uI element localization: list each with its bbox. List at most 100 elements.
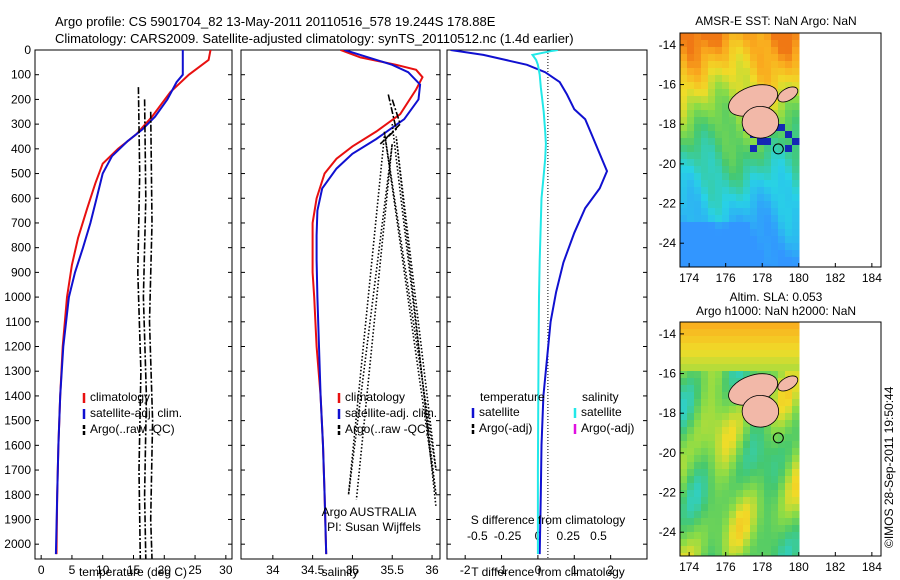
sst-map-cell <box>715 194 723 202</box>
sst-map-cell <box>708 208 716 216</box>
sla-map-cell <box>715 553 723 556</box>
sla-map-cell <box>792 343 800 351</box>
sla-map-cell <box>708 497 716 505</box>
sst-map-cell <box>764 180 772 188</box>
sla-map-cell <box>771 532 779 540</box>
sla-map-cell <box>750 539 758 547</box>
sla-map-cell <box>694 490 702 498</box>
difference-series-0 <box>450 50 609 555</box>
sla-map-cell <box>708 525 716 533</box>
sst-map-cell <box>715 117 723 125</box>
sla-map-cell <box>729 511 737 519</box>
sla-map-cell <box>792 525 800 533</box>
sst-map-cell <box>729 145 737 153</box>
sst-map-cell <box>771 229 779 237</box>
sst-map-cell <box>757 243 765 251</box>
sst-map-cell <box>715 166 723 174</box>
sla-map-cell <box>736 364 744 372</box>
sst-map-cell <box>729 152 737 160</box>
sla-map-cell <box>785 399 793 407</box>
sst-map-cell <box>743 82 751 90</box>
difference-xtick-label: 1 <box>571 563 578 577</box>
sst-map-cell <box>729 82 737 90</box>
sla-map-cell <box>694 364 702 372</box>
sla-map-cell <box>757 497 765 505</box>
sst-map-cell <box>722 61 730 69</box>
sla-map-cell <box>743 364 751 372</box>
sst-map-cell <box>729 166 737 174</box>
sst-map-cell <box>764 215 772 223</box>
sla-map-cell <box>694 462 702 470</box>
sla-map-cell <box>715 357 723 365</box>
sla-map-cell <box>750 546 758 554</box>
sst-map-cell <box>715 159 723 167</box>
temperature-ticks: 0 5 10 15 20 25 300100200300400500600700800900… <box>4 43 233 577</box>
sst-map-cell <box>722 145 730 153</box>
sla-map-xtick-label: 174 <box>679 560 699 574</box>
sst-map-cell <box>708 40 716 48</box>
sst-map-cell <box>736 257 744 265</box>
sla-map-cell <box>687 427 695 435</box>
sla-map-cell <box>708 448 716 456</box>
sla-map-cell <box>757 350 765 358</box>
temperature-xtick-label: 0 <box>38 563 45 577</box>
sla-map-cell <box>792 448 800 456</box>
sst-map-cell <box>722 96 730 104</box>
sla-map-cell <box>757 455 765 463</box>
sst-map-cell <box>792 47 800 55</box>
sla-map-cell <box>736 427 744 435</box>
island <box>777 86 799 103</box>
sst-map-cell <box>736 187 744 195</box>
sla-map-xtick-label: 178 <box>752 560 772 574</box>
sst-map-ytick-label: -16 <box>659 78 677 92</box>
sla-map-cell <box>715 406 723 414</box>
sla-map-cell <box>708 553 716 556</box>
sla-map-cell <box>694 336 702 344</box>
sla-map-cell <box>764 357 772 365</box>
header-line-1: Argo profile: CS 5901704_82 13-May-2011 … <box>55 14 496 29</box>
sst-map-cell <box>743 243 751 251</box>
sst-map-cell <box>715 61 723 69</box>
sla-map-cell <box>680 364 688 372</box>
sst-map-cell <box>771 68 779 76</box>
sst-map-cell <box>785 229 793 237</box>
sst-map-cell <box>694 236 702 244</box>
sla-map-cell <box>729 497 737 505</box>
sla-map-cell <box>694 357 702 365</box>
salinity-series-1 <box>315 50 422 555</box>
sla-map-cell <box>736 504 744 512</box>
sla-map-cell <box>694 385 702 393</box>
sst-map-cell <box>687 159 695 167</box>
sst-map-cell <box>729 117 737 125</box>
sst-map-cell <box>778 215 786 223</box>
sla-map-cell <box>757 546 765 554</box>
sst-map-cell <box>708 61 716 69</box>
sst-map-cell <box>750 47 758 55</box>
sst-map-cell <box>750 236 758 244</box>
sla-map-cell <box>708 350 716 358</box>
sst-map-cell <box>694 201 702 209</box>
sla-map-cell <box>792 413 800 421</box>
sst-map-cell <box>736 208 744 216</box>
sla-map-cell <box>764 434 772 442</box>
sla-map-cell <box>743 441 751 449</box>
sst-map-cell <box>694 103 702 111</box>
sla-map-cell <box>785 504 793 512</box>
sla-map-cell <box>722 434 730 442</box>
sla-map-cell <box>778 364 786 372</box>
sst-map-cell <box>701 145 709 153</box>
sla-map-cell <box>722 497 730 505</box>
sla-map-cell <box>778 518 786 526</box>
sla-map-cell <box>694 343 702 351</box>
sla-map-cell <box>771 357 779 365</box>
sla-map-cell <box>722 539 730 547</box>
sla-map-cell <box>743 532 751 540</box>
sla-map-cell <box>771 371 779 379</box>
temperature-ytick-label: 400 <box>11 142 31 156</box>
sla-map-cell <box>715 532 723 540</box>
sla-map-cell <box>757 462 765 470</box>
sst-map-cell <box>687 229 695 237</box>
sst-map-cell <box>792 208 800 216</box>
sla-map-cell <box>715 364 723 372</box>
sla-map-cell <box>750 357 758 365</box>
